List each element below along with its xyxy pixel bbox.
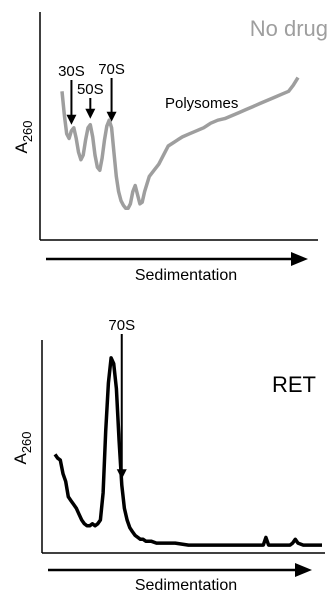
panel-no-drug: No drug A260 Sedimentation Polysomes 30S… bbox=[12, 12, 328, 284]
annotation-label-50s: 50S bbox=[77, 81, 104, 98]
series-line-ret bbox=[53, 356, 322, 547]
annotation-arrow-head bbox=[85, 108, 96, 119]
y-axis-label-main: A bbox=[12, 142, 31, 154]
y-axis-label: A260 bbox=[12, 120, 35, 153]
annotation-arrow-head bbox=[106, 111, 117, 122]
x-axis-label: Sedimentation bbox=[135, 577, 237, 594]
y-axis-label-subscript: 260 bbox=[19, 431, 34, 453]
panel-title: RET bbox=[272, 372, 316, 397]
polysomes-label: Polysomes bbox=[165, 95, 238, 112]
annotation-layer: 70S bbox=[108, 317, 135, 480]
y-axis-label-main: A bbox=[11, 453, 30, 465]
annotation-arrow-head bbox=[66, 114, 77, 125]
sedimentation-arrow-head bbox=[291, 252, 308, 266]
series-line-no-drug bbox=[60, 76, 300, 211]
panel-title: No drug bbox=[250, 16, 328, 41]
y-axis-label-subscript: 260 bbox=[20, 120, 35, 142]
annotation-label-70s: 70S bbox=[108, 317, 135, 334]
annotation-label-70s: 70S bbox=[98, 61, 125, 78]
x-axis-label: Sedimentation bbox=[135, 267, 237, 284]
annotation-label-30s: 30S bbox=[58, 63, 85, 80]
sedimentation-arrow-head bbox=[295, 563, 312, 577]
panel-ret: RET A260 Sedimentation 70S bbox=[11, 317, 325, 594]
y-axis-label: A260 bbox=[11, 431, 34, 464]
